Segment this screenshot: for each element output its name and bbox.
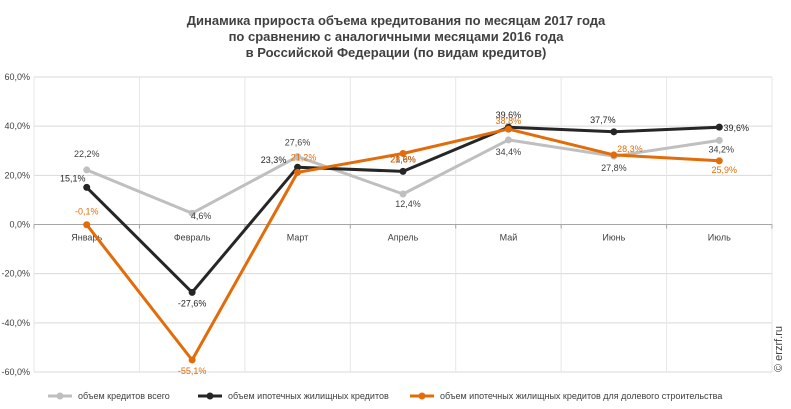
chart-title-line-1: Динамика прироста объема кредитования по… bbox=[187, 13, 606, 28]
data-point bbox=[294, 163, 302, 171]
data-label: 27,6% bbox=[285, 138, 311, 148]
legend-marker bbox=[418, 392, 426, 400]
data-label: 21,2% bbox=[291, 152, 317, 162]
data-label: 12,4% bbox=[395, 199, 421, 209]
x-tick-label: Апрель bbox=[388, 233, 419, 243]
data-point bbox=[188, 356, 196, 364]
chart-title: Динамика прироста объема кредитования по… bbox=[187, 13, 606, 60]
data-label: 21,6% bbox=[390, 154, 416, 164]
data-point bbox=[715, 136, 723, 144]
data-point bbox=[188, 209, 196, 217]
data-point bbox=[610, 128, 618, 136]
data-point bbox=[715, 123, 723, 131]
data-point bbox=[504, 136, 512, 144]
data-label: -55,1% bbox=[178, 366, 207, 376]
y-axis: 60,0% 40,0% 20,0% 0,0% -20,0% -40,0% -60,0% bbox=[1, 72, 30, 377]
data-point bbox=[83, 221, 91, 229]
data-label: -0,1% bbox=[75, 207, 99, 217]
legend: объем кредитов всего объем ипотечных жили… bbox=[48, 391, 722, 401]
data-point bbox=[610, 151, 618, 159]
data-point bbox=[504, 125, 512, 133]
legend-marker bbox=[56, 392, 64, 400]
data-label: 22,2% bbox=[74, 149, 100, 159]
y-tick-label: -60,0% bbox=[1, 367, 30, 377]
data-point bbox=[294, 168, 302, 176]
data-label: 28,9% bbox=[390, 154, 416, 164]
y-tick-label: -20,0% bbox=[1, 269, 30, 279]
y-tick-label: -40,0% bbox=[1, 318, 30, 328]
chart-title-line-2: по сравнению с аналогичными месяцами 201… bbox=[229, 29, 565, 44]
data-label: 25,9% bbox=[712, 165, 738, 175]
x-tick-label: Май bbox=[500, 233, 518, 243]
legend-entry: объем ипотечных жилищных кредитов для до… bbox=[440, 391, 722, 401]
data-label: 28,3% bbox=[617, 144, 643, 154]
x-tick-label: Январь bbox=[71, 233, 102, 243]
legend-marker bbox=[206, 392, 214, 400]
data-point bbox=[399, 149, 407, 157]
data-label: 38,8% bbox=[496, 116, 522, 126]
y-tick-label: 40,0% bbox=[4, 121, 30, 131]
y-tick-label: 20,0% bbox=[4, 170, 30, 180]
data-point bbox=[188, 288, 196, 296]
data-point bbox=[715, 157, 723, 165]
data-label: 15,1% bbox=[60, 173, 86, 183]
data-point bbox=[83, 183, 91, 191]
data-point bbox=[399, 190, 407, 198]
grid bbox=[33, 76, 773, 373]
data-label: 37,7% bbox=[590, 115, 616, 125]
x-tick-label: Февраль bbox=[174, 233, 211, 243]
legend-entry: объем кредитов всего bbox=[78, 391, 170, 401]
data-label: 39,6% bbox=[724, 123, 750, 133]
x-axis: Январь Февраль Март Апрель Май Июнь Июль bbox=[71, 233, 731, 243]
x-tick-label: Июнь bbox=[602, 233, 625, 243]
data-point bbox=[399, 167, 407, 175]
data-label: 34,2% bbox=[709, 144, 735, 154]
data-point bbox=[294, 153, 302, 161]
data-label: -27,6% bbox=[178, 298, 207, 308]
data-labels: 22,2% 4,6% 27,6% 12,4% 34,4% 27,8% 34,2% 15,1% -… bbox=[60, 110, 749, 376]
y-tick-label: 60,0% bbox=[4, 72, 30, 82]
x-tick-label: Март bbox=[287, 233, 309, 243]
data-label: 39,6% bbox=[496, 110, 522, 120]
x-tick-label: Июль bbox=[708, 233, 731, 243]
watermark: © erzrf.ru bbox=[773, 326, 785, 372]
data-label: 4,6% bbox=[191, 211, 212, 221]
legend-entry: объем ипотечных жилищных кредитов bbox=[228, 391, 389, 401]
chart-title-line-3: в Российской Федерации (по видам кредито… bbox=[246, 45, 547, 60]
y-tick-label: 0,0% bbox=[9, 220, 30, 230]
series-group bbox=[83, 123, 723, 364]
data-label: 27,8% bbox=[601, 163, 627, 173]
data-label: 23,3% bbox=[261, 155, 287, 165]
data-label: 34,4% bbox=[496, 147, 522, 157]
data-point bbox=[83, 166, 91, 174]
